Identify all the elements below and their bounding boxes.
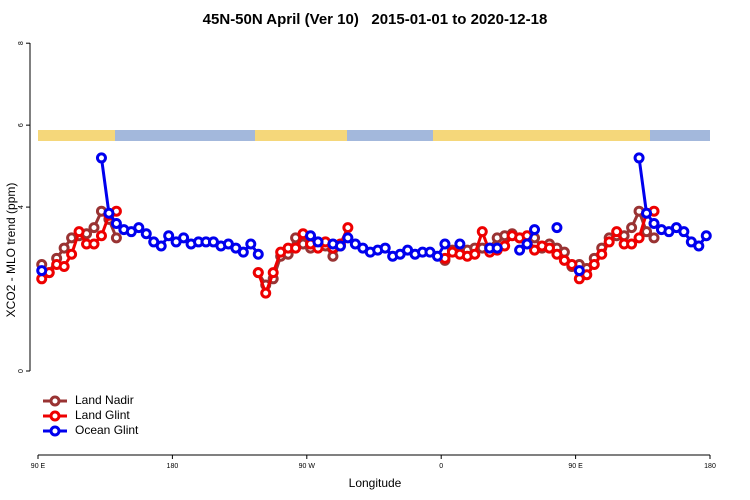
- y-tick-label: 8: [18, 41, 25, 45]
- point: [73, 226, 85, 238]
- point: [252, 267, 264, 279]
- point: [469, 248, 481, 260]
- point: [596, 248, 608, 260]
- point: [252, 248, 264, 260]
- point: [312, 236, 324, 248]
- point: [334, 240, 346, 252]
- x-axis-label: Longitude: [349, 476, 402, 490]
- point: [641, 207, 653, 219]
- legend-marker: [49, 425, 61, 437]
- legend-label: Land Glint: [75, 408, 130, 422]
- point: [267, 267, 279, 279]
- y-axis-label: XCO2 - MLO trend (ppm): [4, 183, 18, 318]
- point: [110, 232, 122, 244]
- point: [58, 242, 70, 254]
- point: [678, 226, 690, 238]
- x-tick-label: 0: [439, 463, 443, 470]
- point: [700, 230, 712, 242]
- legend-marker: [49, 395, 61, 407]
- point: [603, 236, 615, 248]
- point: [648, 232, 660, 244]
- point: [626, 222, 638, 234]
- y-tick-label: 0: [18, 369, 25, 373]
- point: [110, 217, 122, 229]
- point: [573, 265, 585, 277]
- y-tick-label: 4: [18, 205, 25, 209]
- point: [163, 230, 175, 242]
- point: [103, 207, 115, 219]
- point: [140, 228, 152, 240]
- point: [491, 242, 503, 254]
- point: [88, 238, 100, 250]
- point: [566, 258, 578, 270]
- point: [641, 226, 653, 238]
- x-tick-label: 180: [704, 463, 716, 470]
- point: [551, 248, 563, 260]
- legend-label: Land Nadir: [75, 393, 134, 407]
- x-tick-label: 90 W: [299, 463, 316, 470]
- x-tick-label: 180: [167, 463, 179, 470]
- point: [633, 152, 645, 164]
- point: [342, 222, 354, 234]
- point: [133, 222, 145, 234]
- point: [260, 287, 272, 299]
- point: [633, 232, 645, 244]
- x-tick-label: 90 E: [31, 463, 46, 470]
- point: [439, 238, 451, 250]
- point: [36, 265, 48, 277]
- point: [95, 152, 107, 164]
- point: [611, 226, 623, 238]
- point: [95, 230, 107, 242]
- point: [58, 261, 70, 273]
- point: [66, 248, 78, 260]
- land-ocean-strip: [38, 130, 710, 141]
- point: [529, 224, 541, 236]
- legend-marker: [49, 410, 61, 422]
- point: [178, 232, 190, 244]
- point: [88, 222, 100, 234]
- point: [551, 222, 563, 234]
- x-tick-label: 90 E: [568, 463, 583, 470]
- point: [588, 258, 600, 270]
- point: [648, 217, 660, 229]
- point: [237, 246, 249, 258]
- point: [626, 238, 638, 250]
- point: [543, 242, 555, 254]
- point: [342, 232, 354, 244]
- point: [693, 240, 705, 252]
- chart-title: 45N-50N April (Ver 10) 2015-01-01 to 202…: [203, 11, 548, 28]
- point: [290, 242, 302, 254]
- point: [431, 250, 443, 262]
- point: [379, 242, 391, 254]
- point: [454, 238, 466, 250]
- point: [155, 240, 167, 252]
- y-tick-label: 6: [18, 123, 25, 127]
- point: [245, 238, 257, 250]
- legend-label: Ocean Glint: [75, 423, 139, 437]
- point: [521, 238, 533, 250]
- point: [305, 230, 317, 242]
- point: [476, 226, 488, 238]
- point: [514, 244, 526, 256]
